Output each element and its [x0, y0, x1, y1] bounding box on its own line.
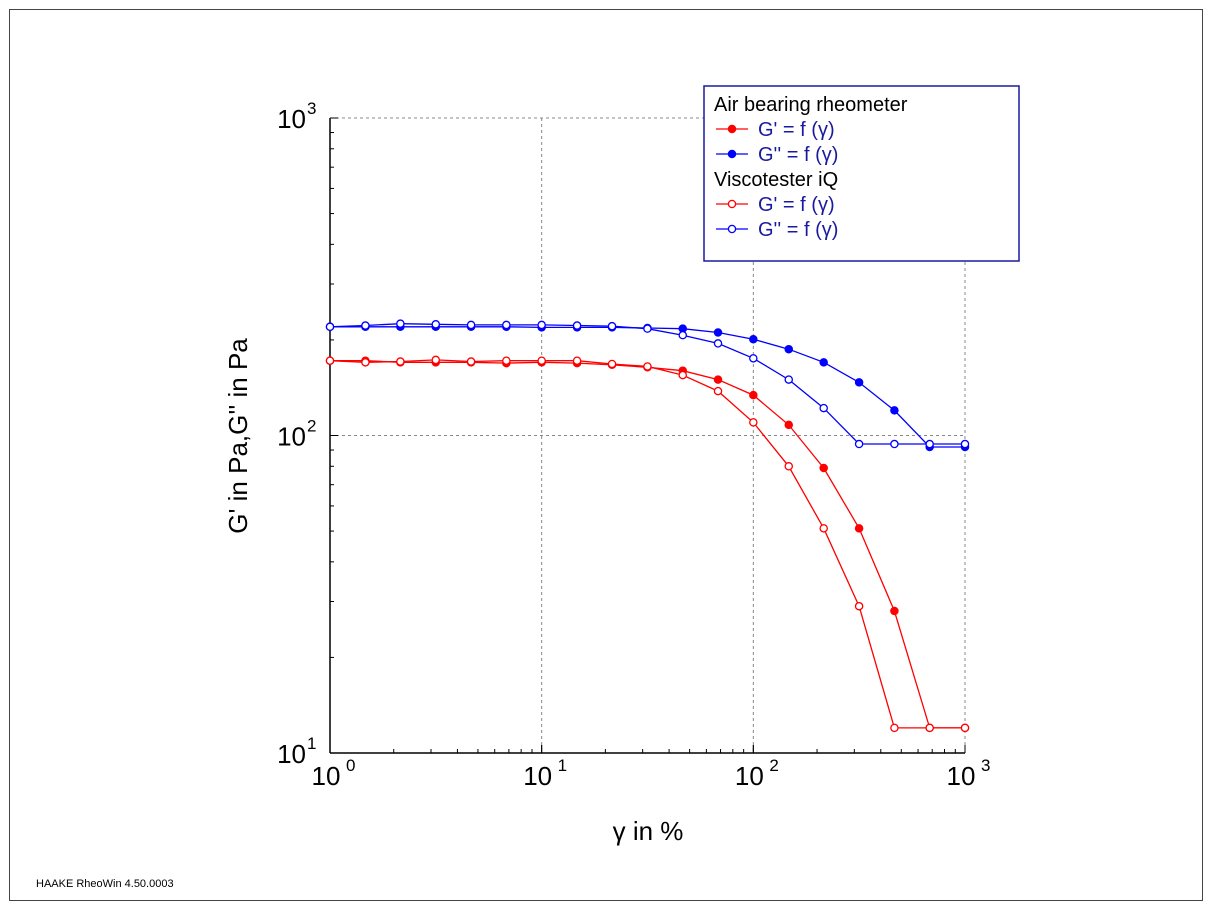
data-point	[960, 723, 970, 733]
x-tick-base: 10	[735, 761, 764, 791]
x-tick-label: 10 2	[735, 756, 779, 791]
x-tick-base: 10	[523, 761, 552, 791]
data-point	[749, 354, 758, 363]
x-tick-exponent: 0	[346, 756, 355, 775]
data-point	[396, 357, 405, 366]
y-tick-base: 10	[277, 739, 306, 769]
footer-text: HAAKE RheoWin 4.50.0003	[36, 878, 174, 890]
data-point	[396, 319, 405, 328]
data-point	[890, 406, 899, 415]
series-line	[329, 359, 965, 729]
legend-group-title: Air bearing rheometer	[714, 94, 908, 116]
data-point	[361, 358, 370, 367]
data-point	[537, 320, 546, 330]
data-point	[502, 356, 511, 365]
legend-entry-label: G'' = f (γ)	[758, 144, 838, 166]
data-point	[537, 356, 546, 365]
data-point	[643, 362, 652, 371]
data-point	[466, 320, 476, 330]
series-0	[325, 356, 970, 733]
series-line	[329, 323, 965, 445]
chart-frame	[9, 9, 1203, 901]
data-point	[819, 358, 828, 367]
data-point	[643, 324, 652, 333]
y-tick-label: 10 3	[277, 99, 316, 134]
data-point	[749, 418, 758, 427]
x-tick-label: 10 1	[523, 756, 567, 791]
data-point	[854, 439, 864, 449]
y-tick-label: 10 1	[277, 734, 316, 769]
y-tick-base: 10	[277, 104, 306, 134]
data-point	[749, 390, 758, 400]
legend-marker	[727, 199, 737, 209]
data-point	[854, 378, 864, 387]
series-line	[330, 360, 965, 729]
series-layer	[325, 319, 970, 733]
x-tick-exponent: 3	[981, 756, 990, 775]
data-point	[784, 344, 793, 354]
data-point	[572, 356, 582, 365]
data-point	[607, 321, 617, 331]
legend-marker	[727, 224, 737, 234]
data-point	[854, 524, 864, 533]
legend-marker	[727, 149, 737, 159]
series-2	[325, 355, 970, 733]
data-point	[678, 370, 687, 380]
y-tick-exponent: 3	[307, 99, 316, 118]
series-3	[325, 319, 970, 449]
data-point	[325, 356, 335, 365]
data-point	[325, 322, 335, 332]
y-tick-base: 10	[277, 422, 306, 452]
legend-box	[703, 85, 1020, 262]
legend-group-title: Viscotester iQ	[714, 169, 838, 191]
data-point	[431, 355, 441, 365]
data-point	[502, 320, 511, 330]
data-point	[960, 439, 970, 449]
data-point	[925, 439, 934, 449]
x-axis-label: γ in %	[613, 816, 684, 846]
data-point	[925, 723, 934, 733]
data-point	[784, 375, 793, 384]
data-point	[854, 601, 864, 611]
tick-labels: 10 0 10 1 10 2 10 310 110 210 3	[277, 99, 990, 791]
series-1	[325, 322, 970, 452]
data-point	[713, 328, 723, 337]
legend: Air bearing rheometer G' = f (γ) G'' = f (…	[703, 85, 1020, 262]
data-point	[819, 403, 828, 413]
legend-entry-label: G'' = f (γ)	[758, 219, 838, 241]
axes	[329, 117, 966, 754]
data-point	[819, 463, 828, 473]
data-point	[678, 330, 687, 340]
data-point	[713, 339, 723, 348]
x-tick-exponent: 1	[558, 756, 567, 775]
legend-marker	[727, 124, 737, 134]
data-point	[890, 439, 899, 449]
series-line	[330, 326, 965, 448]
y-tick-exponent: 1	[307, 734, 316, 753]
data-point	[784, 462, 793, 471]
y-tick-exponent: 2	[307, 417, 316, 436]
data-point	[361, 321, 370, 330]
x-tick-base: 10	[947, 761, 976, 791]
data-point	[466, 357, 476, 366]
data-point	[819, 524, 828, 533]
y-axis-label: G' in Pa,G'' in Pa	[223, 338, 253, 534]
y-tick-label: 10 2	[277, 417, 316, 452]
data-point	[713, 375, 723, 384]
data-point	[431, 320, 441, 329]
x-tick-label: 10 0	[312, 756, 356, 791]
legend-entry-label: G' = f (γ)	[758, 194, 835, 216]
data-point	[784, 420, 793, 430]
data-point	[890, 606, 899, 616]
data-point	[749, 334, 758, 344]
data-point	[607, 359, 617, 369]
x-tick-exponent: 2	[769, 756, 778, 775]
data-point	[713, 386, 723, 396]
x-tick-label: 10 3	[947, 756, 991, 791]
legend-entry-label: G' = f (γ)	[758, 119, 835, 141]
data-point	[890, 723, 899, 733]
data-point	[572, 321, 582, 330]
x-tick-base: 10	[312, 761, 341, 791]
